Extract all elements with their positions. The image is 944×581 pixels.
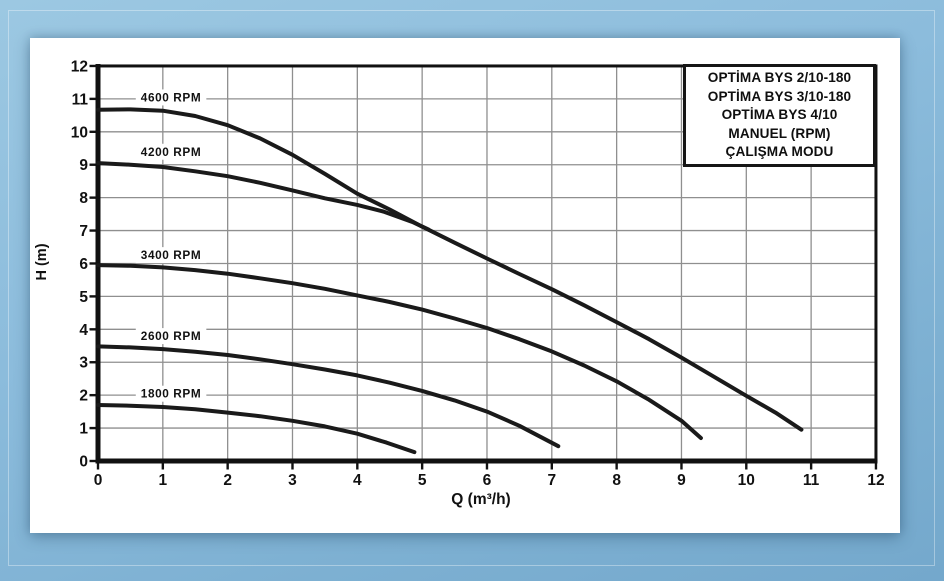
- curve-4600-rpm: [96, 107, 804, 432]
- svg-text:0: 0: [79, 454, 88, 471]
- svg-text:7: 7: [79, 223, 88, 240]
- svg-text:2: 2: [223, 472, 232, 489]
- svg-text:4: 4: [353, 472, 362, 489]
- svg-text:12: 12: [867, 472, 884, 489]
- curve-label-1800-rpm: 1800 RPM: [141, 387, 202, 401]
- svg-text:7: 7: [547, 472, 556, 489]
- svg-text:1: 1: [159, 472, 168, 489]
- svg-text:9: 9: [677, 472, 686, 489]
- axis-ticks: [89, 64, 878, 470]
- x-axis-title: Q (m³/h): [451, 491, 510, 508]
- curve-label-3400-rpm: 3400 RPM: [141, 248, 202, 262]
- curve-1800-rpm: [96, 403, 417, 455]
- legend-line-model-3: OPTİMA BYS 4/10: [721, 107, 838, 123]
- svg-text:1: 1: [79, 421, 88, 438]
- svg-text:10: 10: [738, 472, 755, 489]
- svg-text:8: 8: [612, 472, 621, 489]
- svg-text:5: 5: [418, 472, 427, 489]
- legend-line-mode: MANUEL (RPM): [728, 125, 831, 141]
- legend-box: OPTİMA BYS 2/10-180 OPTİMA BYS 3/10-180 …: [683, 64, 876, 167]
- curve-2600-rpm: [96, 344, 561, 449]
- legend-line-mode-2: ÇALIŞMA MODU: [725, 144, 834, 160]
- svg-text:11: 11: [803, 472, 820, 489]
- svg-text:4: 4: [79, 322, 88, 339]
- pump-curves: [96, 107, 804, 455]
- y-axis-title: H (m): [34, 243, 50, 280]
- svg-text:11: 11: [72, 91, 89, 108]
- legend-line-model-2: OPTİMA BYS 3/10-180: [707, 88, 852, 104]
- svg-text:12: 12: [71, 58, 88, 75]
- svg-text:6: 6: [79, 256, 88, 273]
- svg-text:9: 9: [79, 157, 88, 174]
- svg-text:3: 3: [288, 472, 297, 489]
- svg-text:6: 6: [483, 472, 492, 489]
- svg-text:5: 5: [79, 289, 88, 306]
- x-tick-labels: 0 1 2 3 4 5 6 7 8 9 10 11 12: [94, 472, 885, 489]
- curve-4200-rpm: [96, 161, 431, 232]
- svg-text:2: 2: [79, 388, 88, 405]
- svg-text:8: 8: [79, 190, 88, 207]
- curve-label-2600-rpm: 2600 RPM: [141, 329, 202, 343]
- legend-line-model-1: OPTİMA BYS 2/10-180: [707, 70, 852, 86]
- svg-text:0: 0: [94, 472, 103, 489]
- curve-label-4600-rpm: 4600 RPM: [141, 90, 202, 104]
- curve-3400-rpm: [96, 263, 703, 440]
- curve-label-4200-rpm: 4200 RPM: [141, 145, 202, 159]
- svg-text:3: 3: [79, 355, 88, 372]
- svg-text:10: 10: [71, 124, 88, 141]
